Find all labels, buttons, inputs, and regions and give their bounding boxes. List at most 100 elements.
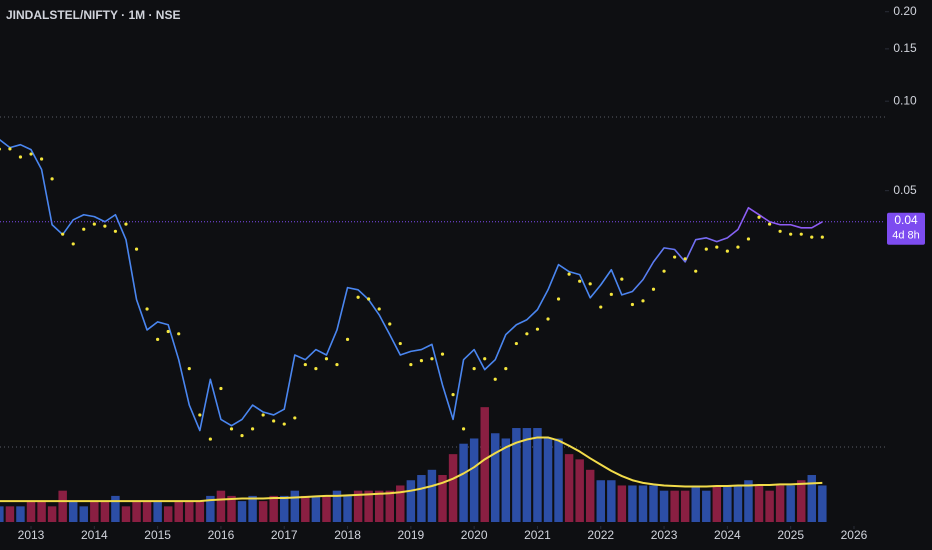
indicator-dot (166, 329, 170, 334)
volume-bar (16, 506, 25, 522)
volume-bar (417, 475, 426, 522)
indicator-dot (293, 416, 297, 420)
indicator-dot (609, 292, 613, 296)
volume-bar (575, 459, 584, 522)
volume-bar (332, 490, 342, 522)
volume-bar (26, 501, 36, 522)
indicator-dot (483, 357, 487, 361)
volume-bar (797, 480, 806, 522)
volume-bar (58, 490, 67, 522)
volume-bar (343, 495, 352, 522)
indicator-dot (92, 222, 96, 226)
indicator-dot (367, 297, 371, 301)
volume-bar (501, 438, 511, 522)
x-tick-label: 2024 (714, 528, 741, 542)
indicator-dot (145, 307, 149, 311)
indicator-dot (50, 177, 54, 181)
volume-bar (702, 490, 711, 522)
volume-bar (723, 485, 732, 522)
indicator-dot (187, 367, 191, 371)
volume-bar (533, 428, 542, 522)
indicator-dot (377, 307, 381, 311)
volume-bar (438, 475, 447, 522)
volume-bar (322, 495, 331, 522)
volume-bar (37, 501, 46, 522)
indicator-dot (240, 433, 244, 438)
volume-bar (754, 485, 764, 522)
x-tick-label: 2025 (777, 528, 804, 542)
volume-bar (617, 485, 627, 522)
volume-bar (459, 443, 468, 522)
indicator-dot (303, 362, 307, 367)
indicator-dot (704, 247, 708, 251)
indicator-dot (314, 367, 318, 371)
indicator-dot (556, 297, 561, 301)
volume-bar (480, 407, 489, 522)
volume-bar (818, 485, 827, 522)
volume-bar (775, 485, 785, 522)
volume-bar (248, 495, 257, 522)
volume-bar (301, 495, 310, 522)
indicator-dot (219, 386, 223, 391)
x-tick-label: 2023 (651, 528, 678, 542)
indicator-dot (430, 357, 434, 361)
indicator-dot (736, 245, 740, 249)
volume-bar (374, 490, 384, 522)
volume-bar (607, 480, 616, 522)
indicator-dot (124, 222, 128, 226)
volume-bar (111, 495, 120, 522)
plot-area: 0.20 0.15 0.10 0.05 2013 2014 2015 2016 2017 2018… (0, 4, 925, 542)
indicator-dot (272, 419, 276, 423)
volume-bar (585, 469, 595, 522)
volume-bar (364, 490, 373, 522)
indicator-dot (282, 422, 286, 426)
x-tick-label: 2018 (334, 528, 361, 542)
volume-bar (100, 501, 110, 522)
indicator-dot (18, 155, 23, 159)
volume-bar (765, 490, 774, 522)
indicator-dot (493, 377, 497, 381)
price-tag-label: 0.04 (894, 213, 918, 227)
indicator-dot (198, 413, 202, 417)
indicator-dot (546, 317, 550, 321)
volume-bar (174, 501, 183, 522)
indicator-dot (71, 242, 75, 246)
indicator-dot (620, 277, 624, 281)
indicator-dot (535, 327, 540, 331)
indicator-dot (261, 413, 265, 417)
indicator-dot (440, 352, 445, 356)
volume-bar (353, 490, 363, 522)
volume-bar (0, 506, 4, 522)
volume-bar (396, 485, 405, 522)
x-tick-label: 2021 (524, 528, 551, 542)
indicator-dot (578, 279, 582, 283)
volume-bar (216, 490, 226, 522)
indicator-dot (0, 147, 1, 151)
volume-bar (79, 506, 88, 522)
x-tick-label: 2026 (841, 528, 868, 542)
indicator-dot (356, 295, 360, 299)
volume-bar (280, 495, 289, 522)
indicator-dot (599, 305, 603, 309)
indicator-dot (177, 332, 181, 336)
indicator-dot (789, 232, 793, 236)
indicator-dot (767, 222, 772, 226)
x-tick-label: 2015 (144, 528, 171, 542)
volume-bar (659, 490, 669, 522)
volume-bar (807, 475, 816, 522)
indicator-dot (335, 362, 339, 367)
indicator-dot (472, 367, 476, 371)
volume-bar (744, 480, 753, 522)
indicator-dot (651, 287, 656, 291)
volume-bar (469, 438, 479, 522)
volume-bar (406, 480, 416, 522)
y-tick-label: 0.20 (893, 4, 917, 18)
volume-bar (385, 490, 394, 522)
volume-bar (195, 501, 205, 522)
volume-bar (121, 506, 131, 522)
volume-bar (142, 501, 152, 522)
volume-bar (427, 469, 437, 522)
indicator-dot (103, 224, 107, 228)
x-tick-label: 2013 (18, 528, 45, 542)
volume-bar (132, 501, 141, 522)
